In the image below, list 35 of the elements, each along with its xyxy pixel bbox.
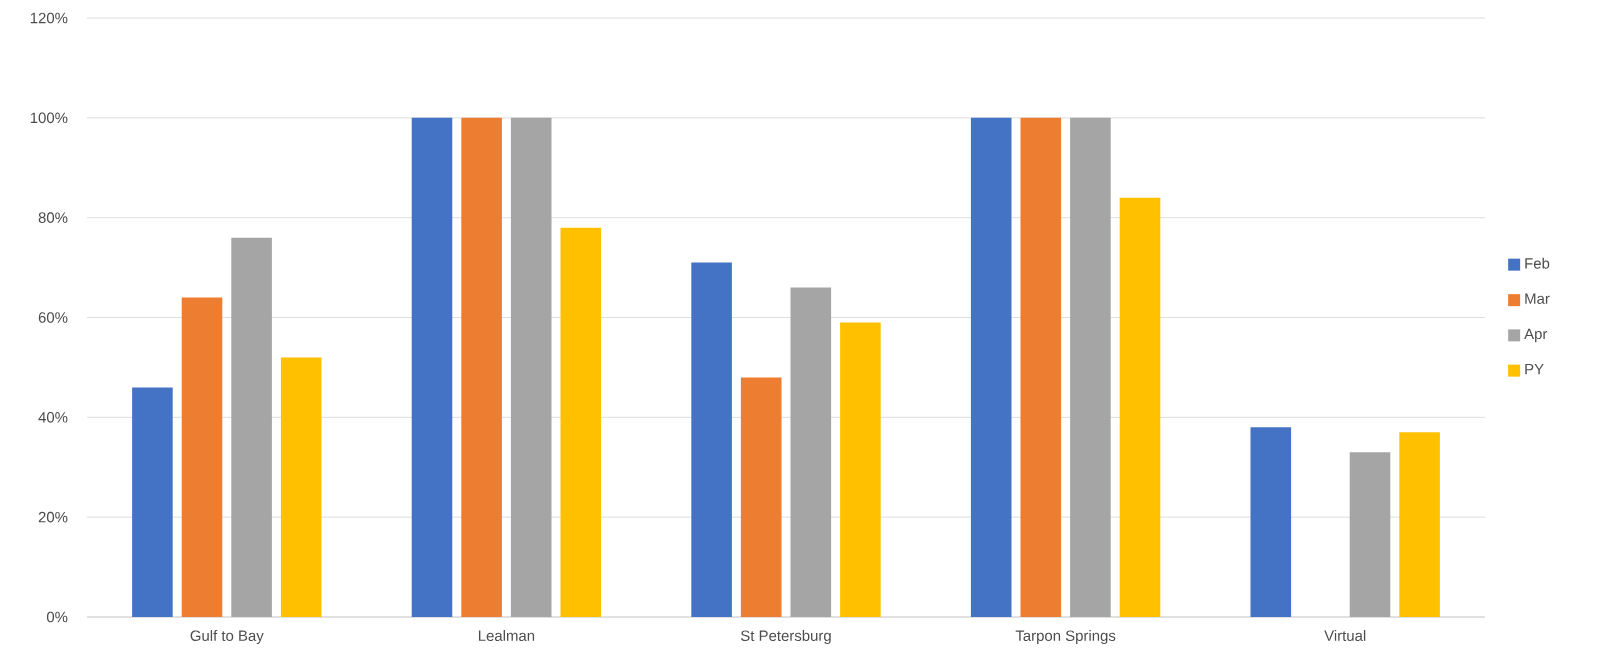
bar — [840, 322, 881, 617]
bar — [510, 117, 552, 617]
bar — [231, 237, 272, 617]
legend-label: Mar — [1525, 293, 1550, 304]
bar — [1250, 427, 1292, 617]
bar — [1349, 452, 1391, 617]
x-tick-label: Virtual — [1324, 630, 1366, 642]
x-tick-label: St Petersburg — [741, 630, 831, 644]
x-tick-label: Tarpon Springs — [1015, 630, 1116, 644]
y-tick-label: 0% — [46, 611, 68, 623]
bar — [691, 262, 732, 617]
bar — [740, 377, 782, 617]
y-tick-label: 20% — [38, 511, 68, 523]
y-tick-label: 80% — [38, 212, 68, 223]
bar — [1070, 117, 1111, 617]
bar — [970, 117, 1012, 617]
x-tick-label: Lealman — [478, 630, 535, 642]
legend-label: Apr — [1524, 328, 1548, 343]
legend-label: PY — [1525, 364, 1544, 375]
legend-label: Feb — [1525, 257, 1550, 269]
bar — [411, 117, 453, 617]
bar — [1399, 432, 1440, 617]
y-tick-label: 60% — [38, 312, 68, 323]
bar — [1119, 197, 1161, 617]
bar — [461, 117, 502, 617]
y-tick-label: 40% — [38, 412, 68, 423]
bar — [1020, 117, 1062, 617]
bar — [790, 287, 832, 617]
bar — [181, 297, 223, 617]
x-tick-label: Gulf to Bay — [190, 630, 264, 644]
y-tick-label: 100% — [30, 112, 68, 124]
bar — [132, 387, 173, 617]
y-tick-label: 120% — [30, 12, 68, 24]
bar — [280, 357, 322, 617]
bar — [560, 227, 602, 617]
